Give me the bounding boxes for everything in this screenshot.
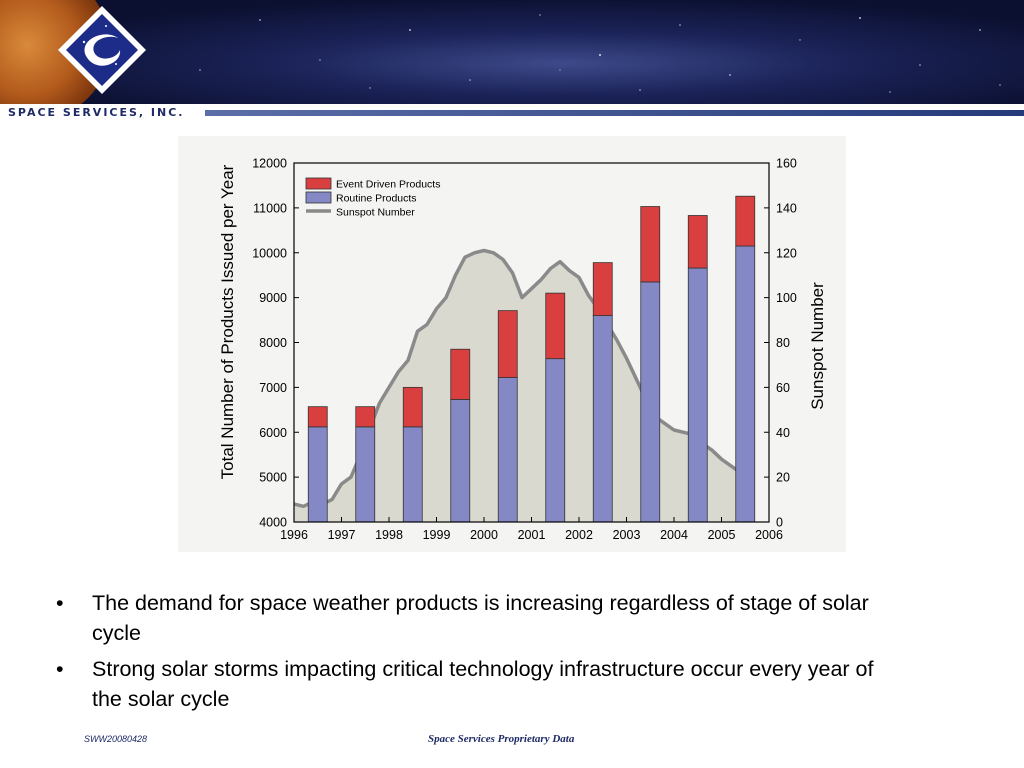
y-tick-label: 5000 <box>259 471 287 485</box>
y-axis-title: Total Number of Products Issued per Year <box>218 164 237 479</box>
legend-label: Sunspot Number <box>336 207 415 219</box>
bar-routine-2001 <box>545 358 566 523</box>
bullet-list: • The demand for space weather products i… <box>52 588 892 720</box>
footer-document-id: SWW20080428 <box>84 734 148 744</box>
bar-event-2002 <box>592 262 613 316</box>
bar-routine-1998 <box>402 426 423 523</box>
company-logo <box>58 6 146 94</box>
y-tick-label: 11000 <box>253 201 287 215</box>
y2-tick-label: 140 <box>776 201 797 215</box>
legend-swatch <box>305 191 332 204</box>
bullet-symbol: • <box>56 657 64 681</box>
bullet-item: • Strong solar storms impacting critical … <box>52 654 892 714</box>
y2-tick-label: 40 <box>776 426 790 440</box>
x-tick-label: 1998 <box>375 528 403 542</box>
x-tick-label: 2006 <box>755 528 783 542</box>
legend-label: Event Driven Products <box>336 179 440 191</box>
x-tick-label: 1997 <box>328 528 356 542</box>
bullet-item: • The demand for space weather products i… <box>52 588 892 648</box>
starfield-background <box>199 14 1001 93</box>
y-tick-label: 10000 <box>252 246 287 260</box>
bar-routine-2004 <box>687 267 708 523</box>
brand-name: SPACE SERVICES, INC. <box>8 106 185 119</box>
x-tick-label: 1999 <box>423 528 451 542</box>
y2-tick-label: 0 <box>776 516 783 530</box>
chart-legend: Event Driven Products Routine Products Sun… <box>305 177 440 219</box>
bullet-symbol: • <box>56 591 64 615</box>
bar-routine-2002 <box>592 315 613 523</box>
brand-divider <box>205 110 1024 116</box>
y-tick-label: 4000 <box>259 516 287 530</box>
x-tick-label: 2002 <box>565 528 593 542</box>
bar-event-2003 <box>640 206 661 283</box>
chart-axes: 4000 5000 6000 7000 8000 9000 10000 11000 12000 0… <box>252 157 797 543</box>
x-tick-label: 2004 <box>660 528 688 542</box>
bar-routine-1999 <box>450 399 471 523</box>
x-tick-label: 2001 <box>518 528 546 542</box>
y2-tick-label: 100 <box>776 291 797 305</box>
bar-event-1999 <box>450 348 471 400</box>
products-sunspot-chart: 4000 5000 6000 7000 8000 9000 10000 11000 12000 0… <box>218 157 827 543</box>
bar-routine-2003 <box>640 281 661 523</box>
x-tick-label: 2000 <box>470 528 498 542</box>
y-tick-label: 12000 <box>252 157 287 171</box>
bar-routine-2005 <box>735 245 756 523</box>
y2-axis-title: Sunspot Number <box>808 282 827 410</box>
bar-event-2000 <box>497 310 518 378</box>
y-tick-label: 6000 <box>259 426 287 440</box>
x-tick-label: 1996 <box>280 528 308 542</box>
x-tick-label: 2005 <box>708 528 736 542</box>
bar-series <box>307 195 756 523</box>
bar-routine-1996 <box>307 426 328 523</box>
bar-event-2004 <box>687 215 708 269</box>
y2-tick-label: 20 <box>776 471 790 485</box>
bar-event-1998 <box>402 386 423 428</box>
bar-routine-1997 <box>355 426 376 523</box>
bar-event-1996 <box>307 406 328 428</box>
bar-event-1997 <box>355 406 376 428</box>
y2-tick-label: 60 <box>776 381 790 395</box>
bar-routine-2000 <box>497 377 518 523</box>
y2-tick-label: 80 <box>776 336 790 350</box>
y-tick-label: 9000 <box>259 291 287 305</box>
y2-tick-label: 160 <box>776 157 797 171</box>
footer-proprietary-notice: Space Services Proprietary Data <box>428 733 575 745</box>
bar-event-2005 <box>735 195 756 247</box>
y-tick-label: 8000 <box>259 336 287 350</box>
y2-tick-label: 120 <box>776 246 797 260</box>
x-tick-label: 2003 <box>613 528 641 542</box>
bullet-text: Strong solar storms impacting critical t… <box>92 657 874 711</box>
bullet-text: The demand for space weather products is… <box>92 591 869 645</box>
bar-event-2001 <box>545 292 566 360</box>
legend-swatch <box>305 177 332 190</box>
legend-label: Routine Products <box>336 193 417 205</box>
header-banner <box>0 0 1024 106</box>
y-tick-label: 7000 <box>259 381 287 395</box>
